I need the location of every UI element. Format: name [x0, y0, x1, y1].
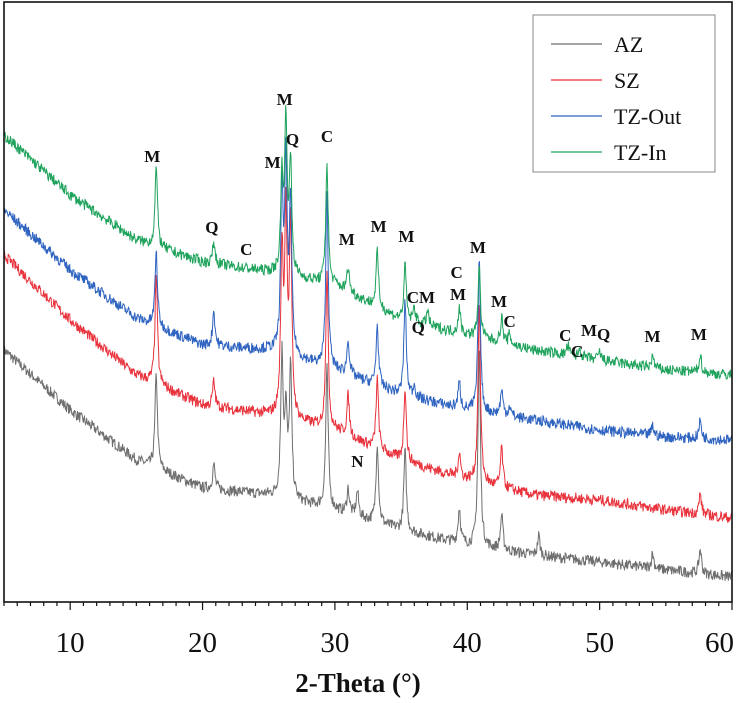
series-line-az	[3, 340, 733, 581]
peak-annotation: M	[398, 227, 414, 246]
peak-annotation: CM	[407, 288, 435, 307]
x-tick-label: 20	[188, 627, 217, 659]
peak-annotation: C	[571, 342, 583, 361]
peak-annotation: M	[265, 153, 281, 172]
x-axis-label: 2-Theta (°)	[295, 668, 421, 698]
peak-annotation: C	[559, 326, 571, 345]
legend: AZ SZ TZ-Out TZ-In	[532, 14, 716, 173]
legend-box	[532, 14, 716, 173]
series-line-sz	[3, 186, 733, 523]
legend-label: TZ-In	[614, 140, 667, 165]
peak-annotation: M	[470, 238, 486, 257]
x-tick-label: 10	[56, 627, 85, 659]
peak-annotation: M	[450, 285, 466, 304]
legend-label: AZ	[614, 32, 643, 57]
x-tick-label: 60	[705, 627, 734, 659]
peak-annotation: M	[371, 217, 387, 236]
x-axis-ticks	[3, 602, 733, 610]
peak-annotation: M	[144, 147, 160, 166]
series-line-tz-in	[3, 105, 733, 380]
plot-frame	[3, 1, 733, 603]
peak-annotation: C	[321, 127, 333, 146]
peak-annotation: M	[691, 325, 707, 344]
peak-annotation: Q	[286, 130, 299, 149]
peak-annotation: Q	[205, 218, 218, 237]
series-layer	[3, 105, 733, 581]
series-line-tz-out	[3, 136, 733, 446]
legend-label: SZ	[614, 68, 640, 93]
peak-annotation: M	[491, 292, 507, 311]
peak-annotation: M	[581, 321, 597, 340]
x-tick-label: 40	[453, 627, 482, 659]
peak-annotation: M	[339, 230, 355, 249]
peak-annotation: Q	[597, 325, 610, 344]
peak-annotation: N	[351, 452, 364, 471]
peak-annotation: M	[645, 327, 661, 346]
x-tick-labels: 10 20 30 40 50 60	[56, 627, 734, 659]
peak-annotation: C	[240, 240, 252, 259]
peak-annotation: C	[503, 312, 515, 331]
peak-annotation: Q	[412, 318, 425, 337]
x-tick-label: 30	[320, 627, 349, 659]
peak-annotation: C	[451, 263, 463, 282]
x-tick-label: 50	[585, 627, 614, 659]
peak-annotation: M	[277, 90, 293, 109]
legend-label: TZ-Out	[614, 104, 681, 129]
